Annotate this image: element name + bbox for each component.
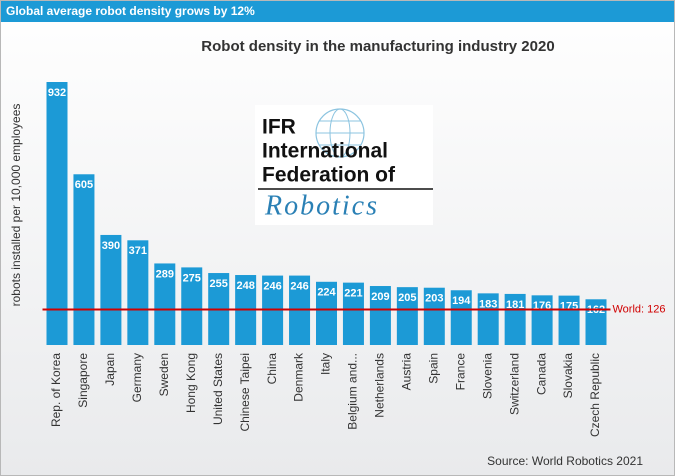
y-axis-label: robots installed per 10,000 employees [9,104,23,307]
logo: IFR International Federation of Robotics [255,105,433,225]
x-tick-label: Slovenia [480,353,494,399]
bar [342,282,364,345]
bar [450,290,472,345]
bar [100,234,122,345]
x-tick-label: Spain [426,353,440,384]
x-tick-label: Canada [534,353,548,395]
source: Source: World Robotics 2021 [487,454,643,468]
bar [73,174,95,345]
bar [316,281,337,345]
value-label: 203 [425,293,443,305]
x-tick-label: Austria [400,353,414,391]
x-tick-label: United States [211,353,225,425]
x-tick-label: Rep. of Korea [49,353,63,427]
bar [585,299,607,345]
bar [369,286,391,345]
x-tick-label: Switzerland [507,353,521,415]
value-label: 181 [506,299,524,311]
x-tick-label: Singapore [76,353,90,408]
x-tick-label: China [265,353,279,385]
value-label: 371 [129,245,147,257]
logo-text: Federation of [262,164,396,187]
value-label: 175 [560,301,578,313]
value-label: 205 [398,292,416,304]
x-tick-label: Japan [103,353,117,386]
x-tick-label: Netherlands [373,353,387,418]
bar [531,295,553,345]
value-label: 183 [479,298,497,310]
logo-text: International [262,140,388,163]
chart-title: Robot density in the manufacturing indus… [201,38,554,55]
x-tick-label: Chinese Taipei [238,353,252,432]
value-label: 224 [317,287,336,299]
value-label: 255 [210,278,228,290]
x-tick-label: Italy [319,353,333,375]
bar [504,293,526,345]
value-label: 289 [156,268,174,280]
x-tick-label: Slovakia [561,353,575,399]
bar [558,295,580,345]
banner-bar [1,1,674,22]
bar [423,287,445,345]
x-tick-label: Sweden [157,353,171,396]
x-tick-label: Czech Republic [588,353,602,437]
value-label: 246 [290,280,308,292]
bar [127,240,149,345]
value-label: 209 [371,291,389,303]
reference-label: World: 126 [613,303,666,315]
x-tick-label: Germany [130,353,144,402]
x-tick-label: France [453,353,467,391]
value-label: 932 [48,87,66,99]
banner-text: Global average robot density grows by 12… [6,4,255,18]
value-label: 246 [263,280,281,292]
value-label: 275 [183,272,201,284]
bar [477,293,499,345]
logo-text: IFR [262,116,296,139]
bar [46,82,68,345]
bar [154,263,176,345]
logo-box [255,105,433,225]
value-label: 605 [75,179,93,191]
value-label: 248 [236,280,254,292]
logo-script: Robotics [264,190,379,221]
bar [396,287,418,345]
x-tick-label: Belgium and... [346,353,360,430]
x-tick-label: Hong Kong [184,353,198,413]
bar [181,267,203,345]
value-label: 390 [102,240,120,252]
value-label: 194 [452,295,471,307]
value-label: 221 [344,288,362,300]
x-tick-label: Denmark [292,352,306,402]
